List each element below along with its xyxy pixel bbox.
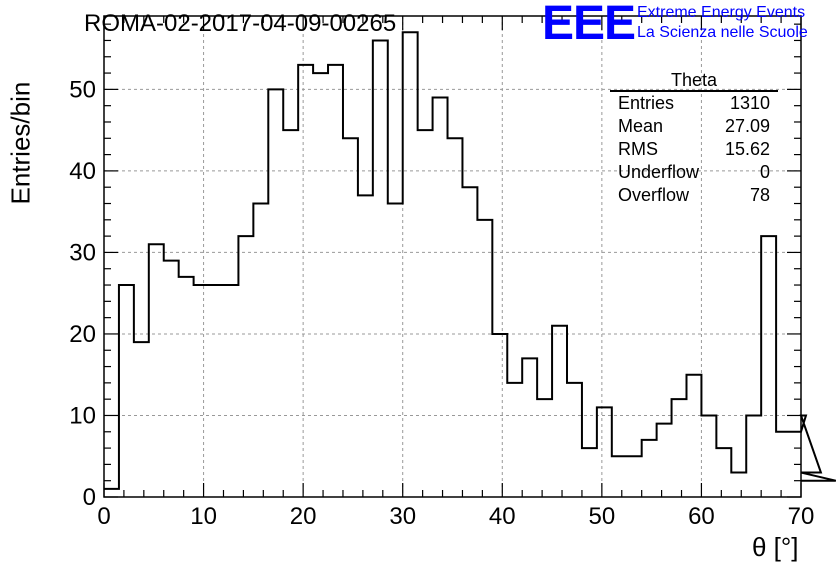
x-tick-label: 70 [788, 503, 815, 530]
y-tick-label: 40 [69, 158, 96, 185]
y-tick-label: 30 [69, 239, 96, 266]
y-tick-label: 20 [69, 321, 96, 348]
y-tick-label: 50 [69, 76, 96, 103]
eee-logo: EEE [542, 0, 636, 50]
logo-caption-line2: La Scienza nelle Scuole [637, 24, 808, 41]
histogram-series-theta [104, 31, 836, 490]
logo-caption-line1: Extreme Energy Events [637, 4, 806, 21]
x-tick-label: 60 [688, 503, 715, 530]
stats-box: Theta Entries 1310 Mean 27.09 RMS 15.62 … [610, 70, 778, 207]
stats-value: 1310 [729, 93, 770, 113]
y-tick-label: 10 [69, 402, 96, 429]
x-tick-label: 0 [97, 503, 110, 530]
y-axis-label: Entries/bin [5, 81, 36, 205]
stats-value: 27.09 [724, 116, 770, 136]
stats-value: 15.62 [724, 139, 770, 159]
y-tick-label: 0 [83, 484, 96, 511]
stats-value: 0 [759, 162, 770, 182]
stats-row-entries: Entries 1310 [610, 92, 778, 115]
stats-row-rms: RMS 15.62 [610, 138, 778, 161]
plot-frame [103, 15, 802, 498]
y-axis-label-container: Entries/bin [4, 82, 44, 205]
x-axis-label: θ [°] [752, 532, 799, 562]
grid-lines [104, 16, 801, 497]
stats-title: Theta [610, 70, 778, 92]
tick-labels: 0 10 20 30 40 50 60 70 0 10 20 30 40 50 [69, 76, 814, 530]
stats-value: 78 [749, 185, 770, 205]
stats-label: RMS [618, 139, 658, 159]
chart-title: ROMA-02-2017-04-09-00265 [84, 10, 397, 37]
stats-label: Mean [618, 116, 664, 136]
stats-label: Entries [618, 93, 675, 113]
x-tick-label: 50 [589, 503, 616, 530]
stats-label: Overflow [618, 185, 690, 205]
stats-label: Underflow [618, 162, 700, 182]
x-tick-label: 20 [290, 503, 317, 530]
x-tick-label: 10 [190, 503, 217, 530]
stats-row-overflow: Overflow 78 [610, 184, 778, 207]
stats-row-underflow: Underflow 0 [610, 161, 778, 184]
x-tick-label: 40 [489, 503, 516, 530]
stats-row-mean: Mean 27.09 [610, 115, 778, 138]
x-tick-label: 30 [389, 503, 416, 530]
